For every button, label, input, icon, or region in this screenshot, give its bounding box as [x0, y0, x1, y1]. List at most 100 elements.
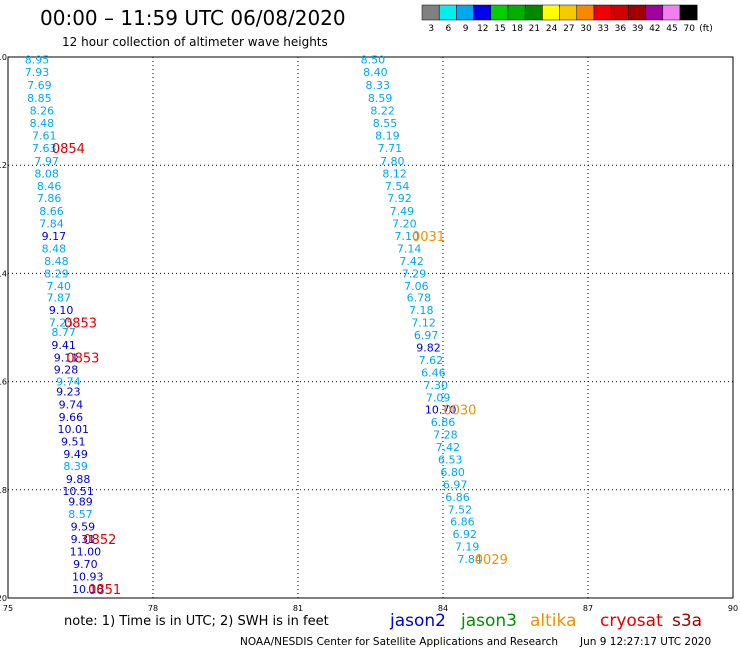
wave-height-label: 8.59 [368, 92, 393, 105]
wave-height-label: 10.70 [425, 404, 457, 417]
wave-height-label: 6.78 [407, 292, 432, 305]
wave-height-label: 7.09 [426, 391, 451, 404]
wave-height-label: 10.10 [72, 583, 104, 596]
wave-height-label: 7.93 [25, 66, 50, 79]
wave-height-label: 8.46 [37, 180, 62, 193]
wave-height-label: 8.48 [44, 255, 69, 268]
pass-time-label: 0031 [412, 230, 445, 245]
wave-height-label: 6.86 [450, 516, 475, 529]
wave-height-label: 6.92 [453, 528, 478, 541]
footer-note: note: 1) Time is in UTC; 2) SWH is in fe… [64, 614, 329, 629]
wave-height-label: 7.61 [32, 129, 57, 142]
colorbar-swatch [473, 4, 492, 21]
wave-height-label: 7.06 [404, 280, 429, 293]
wave-height-label: 6.97 [443, 478, 468, 491]
colorbar-label: 45 [666, 24, 677, 34]
wave-height-label: 7.49 [390, 205, 415, 218]
wave-height-label: 7.14 [397, 243, 422, 256]
satellite-legend-jason2: jason2 [389, 611, 446, 631]
satellite-track-west: 8.957.937.698.858.268.487.617.637.978.08… [25, 54, 104, 596]
wave-height-label: 9.28 [54, 364, 79, 377]
pass-time-label: 0853 [66, 351, 99, 366]
wave-height-label: 10.51 [62, 485, 94, 498]
colorbar-label: 3 [428, 24, 434, 34]
chart-title: 00:00 – 11:59 UTC 06/08/2020 [40, 6, 346, 30]
wave-height-label: 9.49 [63, 448, 88, 461]
wave-height-label: 6.53 [438, 454, 463, 467]
wave-height-label: 9.88 [66, 473, 91, 486]
wave-height-label: 7.87 [47, 292, 72, 305]
wave-height-label: 7.10 [395, 230, 420, 243]
wave-height-label: 8.55 [373, 117, 398, 130]
wave-height-label: 9.89 [68, 496, 93, 509]
wave-height-label: 8.77 [51, 326, 76, 339]
wave-height-label: 7.54 [385, 180, 410, 193]
colorbar-swatch [456, 4, 474, 21]
wave-height-label: 6.80 [440, 466, 465, 479]
wave-height-label: 8.22 [370, 105, 395, 118]
satellite-legend-s3a: s3a [672, 611, 702, 631]
wave-height-label: 9.31 [71, 533, 96, 546]
plot-grid [8, 57, 733, 598]
wave-height-label: 7.29 [402, 267, 427, 280]
pass-time-label: 0030 [443, 404, 476, 419]
pass-time-label: 0853 [64, 317, 97, 332]
colorbar-label: 33 [597, 24, 608, 34]
colorbar-swatch [490, 4, 509, 21]
wave-height-label: 7.20 [392, 218, 417, 231]
wave-height-label: 6.86 [431, 416, 456, 429]
wave-height-label: 8.95 [25, 54, 50, 67]
wave-height-label: 9.17 [42, 230, 67, 243]
wave-height-label: 8.29 [44, 267, 69, 280]
footer-credit: NOAA/NESDIS Center for Satellite Applica… [240, 636, 558, 648]
x-tick-label: 78 [148, 604, 158, 613]
wave-height-label: 8.85 [27, 92, 52, 105]
wave-height-label: 8.48 [30, 117, 55, 130]
colorbar-swatch [645, 4, 664, 21]
colorbar-swatch [576, 4, 595, 21]
colorbar-label: 70 [683, 24, 695, 34]
pass-time-label: 0851 [88, 583, 121, 598]
wave-height-label: 7.28 [433, 429, 458, 442]
colorbar-swatch [542, 4, 560, 21]
colorbar-label: 21 [529, 24, 540, 34]
plot-frame [7, 56, 734, 599]
colorbar-swatch [421, 4, 440, 21]
colorbar-swatch [610, 4, 629, 21]
y-tick-label: -20 [0, 594, 7, 603]
colorbar-swatch [662, 4, 681, 21]
wave-height-label: 9.74 [56, 376, 81, 389]
colorbar-label: 15 [494, 24, 505, 34]
satellite-legend-jason3: jason3 [460, 611, 517, 631]
pass-time-label: 0852 [83, 533, 116, 548]
wave-height-label: 7.42 [436, 441, 461, 454]
colorbar-label: 18 [511, 24, 523, 34]
colorbar-swatch [507, 4, 526, 21]
y-tick-label: -12 [0, 161, 7, 170]
colorbar-label: 36 [615, 24, 627, 34]
x-tick-label: 84 [438, 604, 448, 613]
wave-height-label: 8.26 [30, 105, 55, 118]
x-tick-label: 90 [728, 604, 738, 613]
colorbar-label: 42 [649, 24, 660, 34]
y-tick-label: -18 [0, 486, 7, 495]
y-tick-label: -14 [0, 269, 7, 278]
wave-height-label: 7.12 [411, 317, 436, 330]
colorbar-label: 9 [463, 24, 469, 34]
wave-height-label: 9.23 [56, 385, 81, 398]
wave-height-label: 8.39 [63, 460, 88, 473]
wave-height-label: 9.82 [416, 342, 441, 355]
wave-height-label: 7.42 [399, 255, 424, 268]
wave-height-label: 7.80 [380, 155, 405, 168]
wave-height-label: 9.11 [54, 351, 79, 364]
wave-height-label: 8.40 [363, 66, 388, 79]
colorbar-swatch [438, 4, 457, 21]
colorbar-label: 30 [580, 24, 592, 34]
wave-height-label: 8.48 [42, 243, 67, 256]
wave-height-label: 7.69 [27, 79, 52, 92]
wave-height-label: 7.25 [49, 317, 74, 330]
colorbar-swatch [593, 4, 612, 21]
footer-timestamp: Jun 9 12:27:17 UTC 2020 [579, 636, 711, 648]
wave-height-label: 9.66 [59, 411, 84, 424]
wave-height-label: 9.59 [71, 521, 96, 534]
